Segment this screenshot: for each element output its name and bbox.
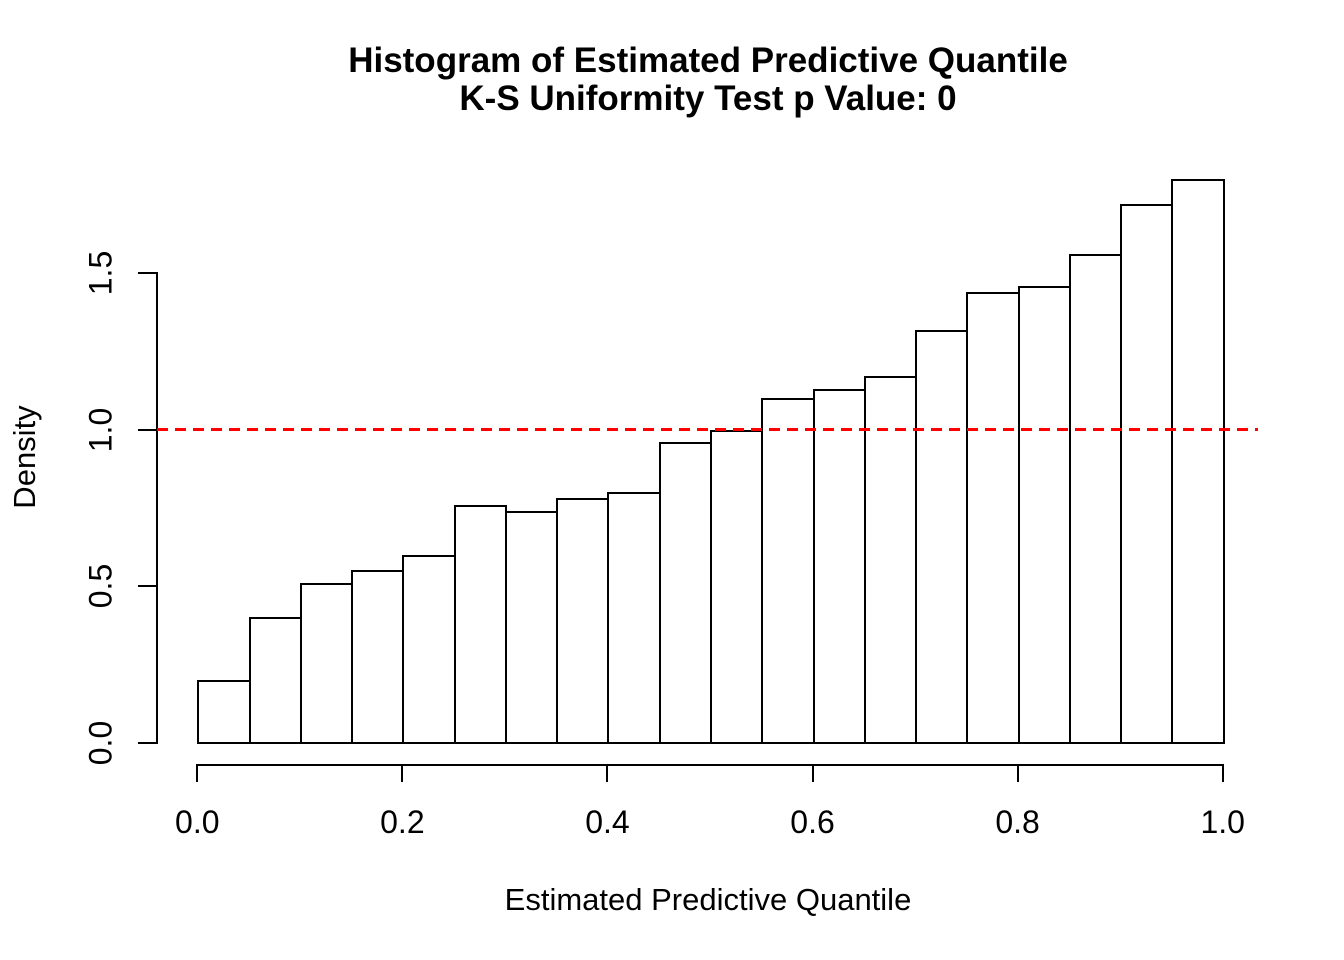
x-axis-line (196, 764, 1224, 766)
y-tick-label: 1.0 (82, 407, 119, 452)
x-tick-label: 0.0 (175, 804, 220, 840)
x-tick (401, 764, 404, 782)
histogram-bar (761, 398, 815, 745)
histogram-bar (504, 510, 559, 745)
histogram-bar (197, 679, 251, 745)
reference-line (157, 428, 1258, 432)
histogram-bar (351, 570, 405, 745)
x-axis-label: Estimated Predictive Quantile (504, 882, 912, 917)
x-tick-label: 1.0 (1200, 804, 1245, 840)
y-tick-label: 1.5 (82, 250, 119, 296)
histogram-bar (863, 376, 918, 745)
histogram-bar (248, 617, 302, 745)
histogram-bar (299, 582, 354, 745)
histogram-bar (915, 329, 969, 745)
chart-title-line2: K-S Uniformity Test p Value: 0 (459, 79, 957, 118)
y-axis-label: Density (7, 405, 42, 509)
x-tick-label: 0.4 (585, 804, 630, 840)
histogram-bar (453, 504, 507, 745)
histogram-bar (966, 291, 1020, 745)
x-tick-label: 0.2 (380, 804, 425, 840)
y-tick-label: 0.5 (82, 563, 119, 609)
histogram-bar (607, 492, 661, 745)
x-tick-label: 0.8 (995, 804, 1040, 840)
histogram-bar (1171, 179, 1225, 745)
histogram-bar (1120, 204, 1174, 745)
histogram-bar (710, 429, 764, 745)
y-tick-label: 0.0 (82, 720, 119, 765)
y-axis-line (156, 272, 158, 745)
histogram-bar (1017, 285, 1071, 745)
x-tick (811, 764, 814, 782)
x-tick-label: 0.6 (790, 804, 835, 840)
x-tick (196, 764, 199, 782)
histogram-bar (1068, 254, 1123, 745)
histogram-bar (658, 442, 712, 745)
chart-title-line1: Histogram of Estimated Predictive Quanti… (348, 41, 1068, 80)
y-tick (138, 741, 157, 744)
y-tick (138, 428, 157, 431)
x-tick (1016, 764, 1019, 782)
y-tick (138, 585, 157, 588)
x-tick (1221, 764, 1224, 782)
y-tick (138, 272, 157, 275)
chart-title: Histogram of Estimated Predictive Quanti… (348, 42, 1068, 118)
histogram-bar (402, 554, 456, 745)
histogram-bar (556, 498, 610, 745)
histogram-bar (812, 388, 866, 745)
x-tick (606, 764, 609, 782)
